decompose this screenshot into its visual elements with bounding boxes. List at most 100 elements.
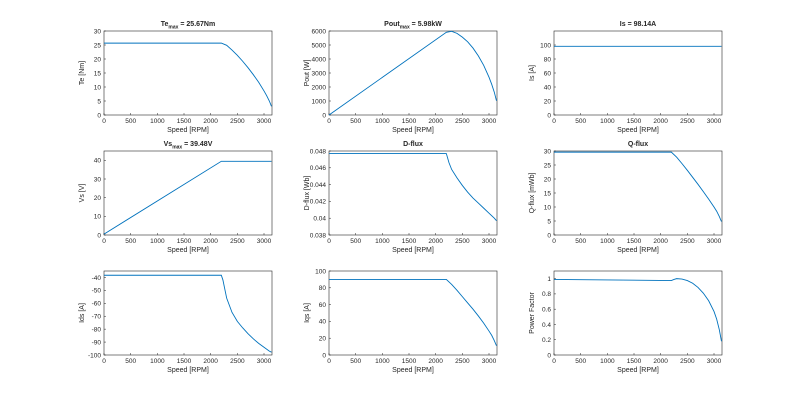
y-tick-label: 10	[94, 214, 102, 221]
x-tick-label: 2500	[455, 358, 470, 365]
y-axis-label: Power Factor	[529, 292, 536, 334]
x-tick-label: 1000	[375, 118, 390, 125]
x-tick-label: 2500	[680, 118, 695, 125]
x-tick-label: 1000	[150, 358, 165, 365]
x-tick-label: 1000	[600, 238, 615, 245]
y-tick-label: -100	[88, 352, 101, 359]
x-axis-label: Speed [RPM]	[392, 367, 434, 374]
y-tick-label: 0.038	[310, 232, 327, 239]
plot-area	[553, 150, 723, 236]
y-axis-label: D-flux [Wb]	[304, 176, 311, 211]
plot-area	[103, 270, 273, 356]
x-axis-label: Speed [RPM]	[167, 127, 209, 134]
y-tick-label: -90	[92, 339, 102, 346]
x-axis-label: Speed [RPM]	[617, 367, 659, 374]
x-tick-label: 2500	[230, 238, 245, 245]
chart-pf: 0 500 1000 1500 2000 2500 3000 0 0.2 0.4 0.6 0.8 1 Sp…	[529, 270, 723, 374]
x-tick-label: 3000	[257, 358, 272, 365]
title-main: D-flux	[403, 141, 423, 148]
x-tick-label: 3000	[707, 238, 722, 245]
x-tick-label: 1500	[402, 238, 417, 245]
x-tick-label: 2000	[653, 118, 668, 125]
x-tick-label: 2500	[230, 118, 245, 125]
x-tick-label: 2000	[428, 238, 443, 245]
x-tick-label: 3000	[482, 118, 497, 125]
series-line-pf	[553, 278, 722, 342]
y-tick-label: 40	[319, 319, 327, 326]
x-tick-label: 2000	[203, 238, 218, 245]
chart-title: Vsmax = 39.48V	[164, 141, 213, 151]
plot-area	[328, 30, 498, 116]
y-tick-label: -70	[92, 314, 102, 321]
chart-vs: 0 500 1000 1500 2000 2500 3000 0 10 20 30 40 Speed […	[79, 141, 273, 254]
x-tick-label: 3000	[482, 358, 497, 365]
x-tick-label: 0	[552, 358, 556, 365]
y-tick-label: 40	[94, 158, 102, 165]
y-axis-label: Q-flux [mWb]	[529, 173, 536, 214]
y-tick-label: 10	[544, 204, 552, 211]
y-axis-label: Iqs [A]	[304, 303, 311, 323]
y-tick-label: 0	[97, 232, 101, 239]
series-line-iqs	[329, 278, 497, 346]
x-axis-label: Speed [RPM]	[617, 127, 659, 134]
x-tick-label: 2000	[428, 118, 443, 125]
chart-dflux: 0 500 1000 1500 2000 2500 3000 0.038 0.04 0.042 0.…	[304, 141, 498, 254]
chart-qflux: 0 500 1000 1500 2000 2500 3000 0 5 10 15 20 25 30 Spee…	[529, 141, 723, 254]
x-tick-label: 3000	[257, 118, 272, 125]
y-tick-label: 80	[544, 56, 552, 63]
y-tick-label: 5000	[312, 42, 327, 49]
y-tick-label: 0.6	[542, 306, 551, 313]
x-tick-label: 500	[575, 118, 586, 125]
y-tick-label: 0.04	[313, 216, 326, 223]
y-tick-label: 60	[544, 70, 552, 77]
y-tick-label: 0.048	[310, 148, 327, 155]
y-tick-label: 0.4	[542, 322, 551, 329]
chart-title: Poutmax = 5.98kW	[384, 21, 442, 31]
title-subscript: max	[172, 145, 182, 151]
y-tick-label: 60	[319, 302, 327, 309]
y-tick-label: 1	[547, 276, 551, 283]
plot-area	[103, 30, 273, 116]
y-tick-label: 30	[94, 176, 102, 183]
chart-is: 0 500 1000 1500 2000 2500 3000 0 20 40 60 80 100 Spee…	[529, 21, 723, 134]
x-tick-label: 500	[125, 118, 136, 125]
plot-area	[328, 270, 498, 356]
y-tick-label: 15	[94, 70, 102, 77]
y-tick-label: 5	[97, 98, 101, 105]
x-tick-label: 0	[102, 118, 106, 125]
y-axis-label: Ids [A]	[79, 303, 86, 323]
x-tick-label: 3000	[482, 238, 497, 245]
x-tick-label: 3000	[257, 238, 272, 245]
title-suffix: = 39.48V	[182, 141, 212, 148]
y-tick-label: 2000	[312, 84, 327, 91]
title-main: Pout	[384, 21, 400, 28]
y-tick-label: 4000	[312, 56, 327, 63]
y-tick-label: 20	[544, 98, 552, 105]
series-line-te	[104, 42, 272, 107]
x-tick-label: 500	[350, 118, 361, 125]
y-tick-label: 0	[322, 112, 326, 119]
x-axis-label: Speed [RPM]	[392, 127, 434, 134]
chart-pout: 0 500 1000 1500 2000 2500 3000 0 1000 2000 3000 400…	[304, 21, 498, 134]
y-tick-label: 0.046	[310, 165, 327, 172]
plot-area	[328, 150, 498, 236]
title-main: Vs	[164, 141, 173, 148]
y-tick-label: 30	[94, 28, 102, 35]
x-tick-label: 1000	[150, 118, 165, 125]
plot-area	[103, 150, 273, 236]
x-tick-label: 2500	[230, 358, 245, 365]
y-tick-label: 20	[544, 176, 552, 183]
y-tick-label: 0.2	[542, 337, 551, 344]
x-tick-label: 2000	[203, 118, 218, 125]
y-tick-label: -50	[92, 288, 102, 295]
x-tick-label: 1500	[402, 118, 417, 125]
title-subscript: max	[168, 25, 178, 31]
y-tick-label: 100	[315, 268, 326, 275]
x-tick-label: 2500	[455, 118, 470, 125]
y-tick-label: 100	[540, 42, 551, 49]
title-main: Is = 98.14A	[620, 21, 656, 28]
y-tick-label: -60	[92, 301, 102, 308]
title-suffix: = 5.98kW	[410, 21, 442, 28]
y-tick-label: 0	[547, 232, 551, 239]
